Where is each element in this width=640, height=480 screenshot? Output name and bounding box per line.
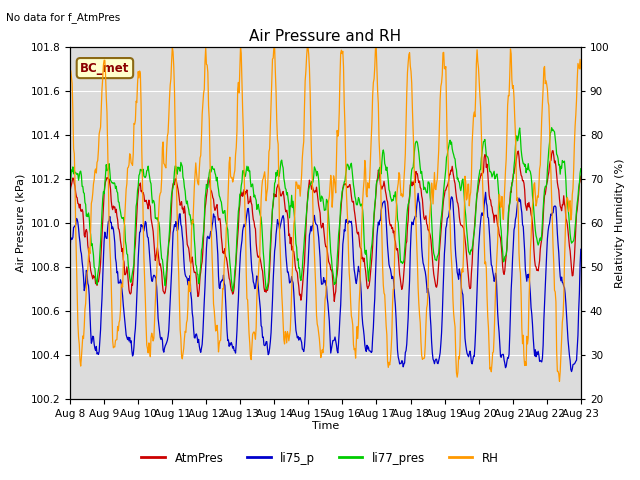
Text: BC_met: BC_met bbox=[80, 61, 130, 74]
Y-axis label: Air Pressure (kPa): Air Pressure (kPa) bbox=[15, 174, 25, 272]
Legend: AtmPres, li75_p, li77_pres, RH: AtmPres, li75_p, li77_pres, RH bbox=[137, 447, 503, 469]
Text: No data for f_AtmPres: No data for f_AtmPres bbox=[6, 12, 121, 23]
Title: Air Pressure and RH: Air Pressure and RH bbox=[250, 29, 401, 44]
Y-axis label: Relativity Humidity (%): Relativity Humidity (%) bbox=[615, 158, 625, 288]
X-axis label: Time: Time bbox=[312, 421, 339, 432]
